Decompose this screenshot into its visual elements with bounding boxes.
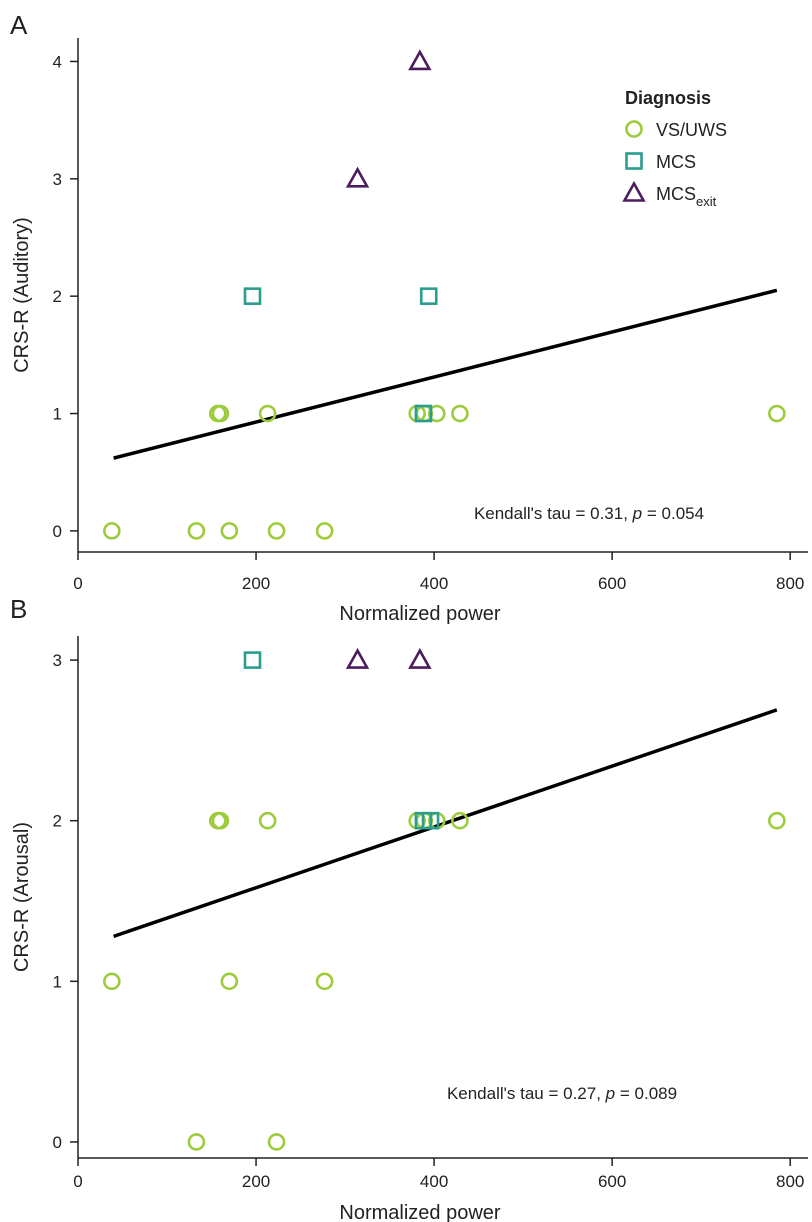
stats-p-symbol: p	[632, 504, 642, 523]
panel-b: B 0 200 400 600 800 0 1 2 3 Normalized power CRS-R …	[10, 594, 808, 1222]
y-tick-label: 1	[53, 405, 62, 424]
y-tick-label: 4	[53, 52, 62, 71]
legend-label-main: MCS	[656, 152, 696, 172]
data-point	[103, 972, 121, 991]
panel-letter: A	[10, 10, 28, 40]
legend-marker	[625, 152, 643, 170]
panel-letter: B	[10, 594, 27, 624]
panel-a: A 0 200 400 600 800 0 1 2 3 4 Normalized power CRS-R…	[10, 10, 808, 625]
data-point	[408, 647, 432, 669]
stats-p-symbol: p	[605, 1084, 615, 1103]
legend-label: MCS	[656, 152, 696, 172]
x-tick-label: 800	[776, 1172, 804, 1191]
data-point	[315, 972, 334, 991]
x-tick-label: 0	[73, 1172, 82, 1191]
y-tick-label: 0	[53, 1133, 62, 1152]
stats-suffix: = 0.054	[642, 504, 704, 523]
legend-title: Diagnosis	[625, 88, 711, 108]
data-point	[427, 404, 446, 423]
stats-prefix: Kendall's tau = 0.31,	[474, 504, 633, 523]
y-tick-label: 2	[53, 287, 62, 306]
x-axis-label: Normalized power	[339, 1202, 501, 1222]
data-point	[345, 647, 370, 669]
data-point	[768, 811, 786, 830]
data-point	[258, 811, 277, 830]
data-point	[267, 1133, 286, 1151]
legend-label: VS/UWS	[656, 120, 727, 140]
y-tick-label: 3	[53, 170, 62, 189]
stats-annotation: Kendall's tau = 0.27, p = 0.089	[447, 1084, 677, 1103]
legend-label-main: MCS	[656, 184, 696, 204]
data-point	[315, 522, 334, 540]
x-tick-label: 200	[242, 574, 270, 593]
data-point	[408, 49, 432, 71]
y-tick-label: 3	[53, 651, 62, 670]
data-point	[258, 404, 277, 423]
regression-line	[113, 288, 778, 460]
data-point	[211, 404, 230, 423]
data-point	[451, 811, 469, 830]
y-tick-label: 2	[53, 812, 62, 831]
y-tick-label: 0	[53, 522, 62, 541]
data-point	[103, 522, 121, 540]
legend-marker	[622, 180, 646, 202]
data-point	[768, 404, 786, 423]
x-tick-label: 600	[598, 574, 626, 593]
y-tick-label: 1	[53, 972, 62, 991]
y-axis-label: CRS-R (Auditory)	[11, 217, 33, 373]
x-tick-label: 400	[420, 1172, 448, 1191]
data-point	[243, 287, 262, 305]
data-point	[211, 811, 230, 830]
x-tick-label: 0	[73, 574, 82, 593]
data-point	[414, 404, 433, 423]
x-tick-label: 800	[776, 574, 804, 593]
data-point	[451, 404, 469, 423]
legend-label-sub: exit	[696, 194, 717, 209]
data-point	[421, 811, 440, 830]
legend-label-main: VS/UWS	[656, 120, 727, 140]
x-tick-label: 200	[242, 1172, 270, 1191]
data-point	[187, 522, 206, 540]
data-point	[243, 651, 262, 669]
data-point	[220, 522, 239, 540]
y-axis-label: CRS-R (Arousal)	[11, 822, 33, 972]
stats-prefix: Kendall's tau = 0.27,	[447, 1084, 606, 1103]
legend-marker	[625, 120, 643, 138]
x-tick-label: 600	[598, 1172, 626, 1191]
stats-suffix: = 0.089	[615, 1084, 677, 1103]
legend-label: MCSexit	[656, 184, 717, 209]
data-point	[267, 522, 286, 540]
data-point	[419, 287, 438, 305]
data-point	[187, 1133, 206, 1151]
x-axis-label: Normalized power	[339, 603, 501, 625]
data-point	[345, 166, 370, 188]
data-point	[220, 972, 239, 991]
x-tick-label: 400	[420, 574, 448, 593]
stats-annotation: Kendall's tau = 0.31, p = 0.054	[474, 504, 704, 523]
